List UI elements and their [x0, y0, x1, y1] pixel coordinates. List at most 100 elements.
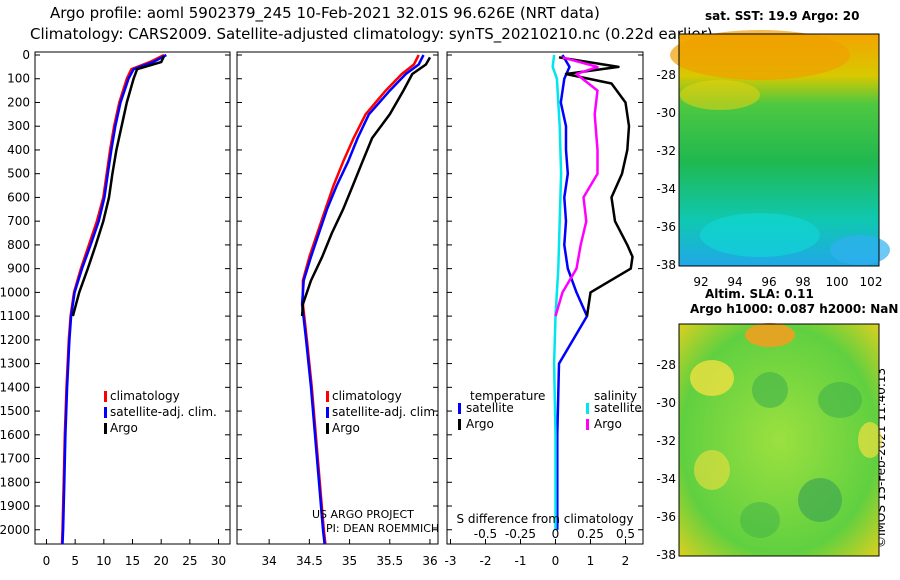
legend-swatch [458, 419, 461, 430]
x-tick-label: -2 [480, 554, 492, 568]
y-tick-label: 1300 [0, 357, 30, 371]
s-diff-tick-label: -0.25 [505, 527, 536, 541]
y-tick-label: 1900 [0, 499, 30, 513]
sst-lat-label: -28 [656, 68, 676, 82]
s-diff-tick-label: -0.5 [474, 527, 497, 541]
y-tick-label: 1000 [0, 285, 30, 299]
x-tick-label: 5 [71, 554, 79, 568]
panel-frame-2 [236, 51, 439, 545]
legend-swatch [104, 391, 107, 402]
panel-frame-1 [34, 51, 231, 545]
legend-label: Argo [466, 417, 494, 431]
y-tick-label: 1200 [0, 333, 30, 347]
y-tick-label: 2000 [0, 523, 30, 537]
series-line-argo [300, 56, 432, 317]
legend-label: satellite [594, 401, 642, 415]
x-tick-label: 0 [43, 554, 51, 568]
sst-map-title: sat. SST: 19.9 Argo: 20 [705, 9, 860, 23]
sst-lon-label: 96 [761, 275, 776, 289]
x-tick-label: 34 [262, 554, 277, 568]
x-tick-label: 15 [125, 554, 140, 568]
legend-swatch [326, 391, 329, 402]
series-line-satellite-temperature- [556, 54, 589, 530]
sst-lat-label: -38 [656, 258, 676, 272]
x-tick-label: -1 [515, 554, 527, 568]
series-line-satellite-adj-clim- [300, 54, 425, 545]
sst-lon-label: 92 [693, 275, 708, 289]
panel-frame-3 [446, 51, 644, 545]
x-tick-label: 2 [622, 554, 630, 568]
sst-lat-label: -30 [656, 106, 676, 120]
x-tick-label: 30 [211, 554, 226, 568]
legend-header-temperature: temperature [470, 389, 545, 403]
sla-lat-label: -32 [656, 434, 676, 448]
s-diff-axis-label: S difference from climatology [457, 512, 634, 526]
y-tick-label: 0 [22, 48, 30, 62]
legend-label: Argo [594, 417, 622, 431]
s-diff-tick-label: 0.5 [616, 527, 635, 541]
annotation-project: US ARGO PROJECT [312, 508, 414, 521]
y-tick-label: 1400 [0, 380, 30, 394]
legend-swatch [326, 407, 329, 418]
legend-label: Argo [332, 421, 360, 435]
legend-swatch [104, 423, 107, 434]
y-tick-label: 900 [7, 262, 30, 276]
y-tick-label: 1100 [0, 309, 30, 323]
sst-lon-label: 94 [727, 275, 742, 289]
sla-lat-label: -28 [656, 358, 676, 372]
series-line-argo-salinity- [554, 56, 599, 317]
x-tick-label: -3 [445, 554, 457, 568]
y-tick-label: 600 [7, 190, 30, 204]
y-tick-label: 1600 [0, 428, 30, 442]
legend-label: satellite-adj. clim. [110, 405, 217, 419]
annotation-pi: PI: DEAN ROEMMICH [326, 522, 439, 535]
sst-lon-label: 102 [860, 275, 883, 289]
chart-title-line1: Argo profile: aoml 5902379_245 10-Feb-20… [50, 4, 600, 22]
sst-lat-label: -32 [656, 144, 676, 158]
sst-lon-label: 98 [795, 275, 810, 289]
series-line-argo [71, 55, 166, 317]
x-tick-label: 35.5 [376, 554, 403, 568]
series-line-satellite-adj-clim- [61, 53, 167, 545]
sla-lat-label: -30 [656, 396, 676, 410]
x-tick-label: 34.5 [296, 554, 323, 568]
legend-swatch [326, 423, 329, 434]
x-tick-label: 20 [154, 554, 169, 568]
legend-label: climatology [110, 389, 180, 403]
x-tick-label: 0 [552, 554, 560, 568]
sst-lon-label: 100 [826, 275, 849, 289]
x-tick-label: 25 [182, 554, 197, 568]
sla-map [678, 323, 882, 557]
legend-label: satellite-adj. clim. [332, 405, 439, 419]
y-tick-label: 1800 [0, 475, 30, 489]
sla-lat-label: -38 [656, 548, 676, 562]
s-diff-tick-label: 0.25 [577, 527, 604, 541]
legend-label: Argo [110, 421, 138, 435]
legend-swatch [586, 403, 589, 414]
sla-map-title: Altim. SLA: 0.11 [705, 287, 814, 301]
legend-label: satellite [466, 401, 514, 415]
sst-lat-label: -34 [656, 182, 676, 196]
sst-lat-label: -36 [656, 220, 676, 234]
sla-lat-label: -36 [656, 510, 676, 524]
sla-lat-label: -34 [656, 472, 676, 486]
sla-map-subtitle: Argo h1000: 0.087 h2000: NaN [690, 302, 899, 316]
y-tick-label: 300 [7, 119, 30, 133]
legend-swatch [586, 419, 589, 430]
y-tick-label: 700 [7, 214, 30, 228]
y-tick-label: 400 [7, 143, 30, 157]
s-diff-tick-label: 0 [552, 527, 560, 541]
chart-title-line2: Climatology: CARS2009. Satellite-adjuste… [30, 25, 713, 43]
y-tick-label: 800 [7, 238, 30, 252]
y-tick-label: 200 [7, 95, 30, 109]
sst-map [670, 30, 890, 267]
y-tick-label: 1500 [0, 404, 30, 418]
x-tick-label: 10 [96, 554, 111, 568]
legend-swatch [458, 403, 461, 414]
x-tick-label: 36 [422, 554, 437, 568]
x-tick-label: 1 [587, 554, 595, 568]
legend-label: climatology [332, 389, 402, 403]
legend-swatch [104, 407, 107, 418]
y-tick-label: 1700 [0, 452, 30, 466]
